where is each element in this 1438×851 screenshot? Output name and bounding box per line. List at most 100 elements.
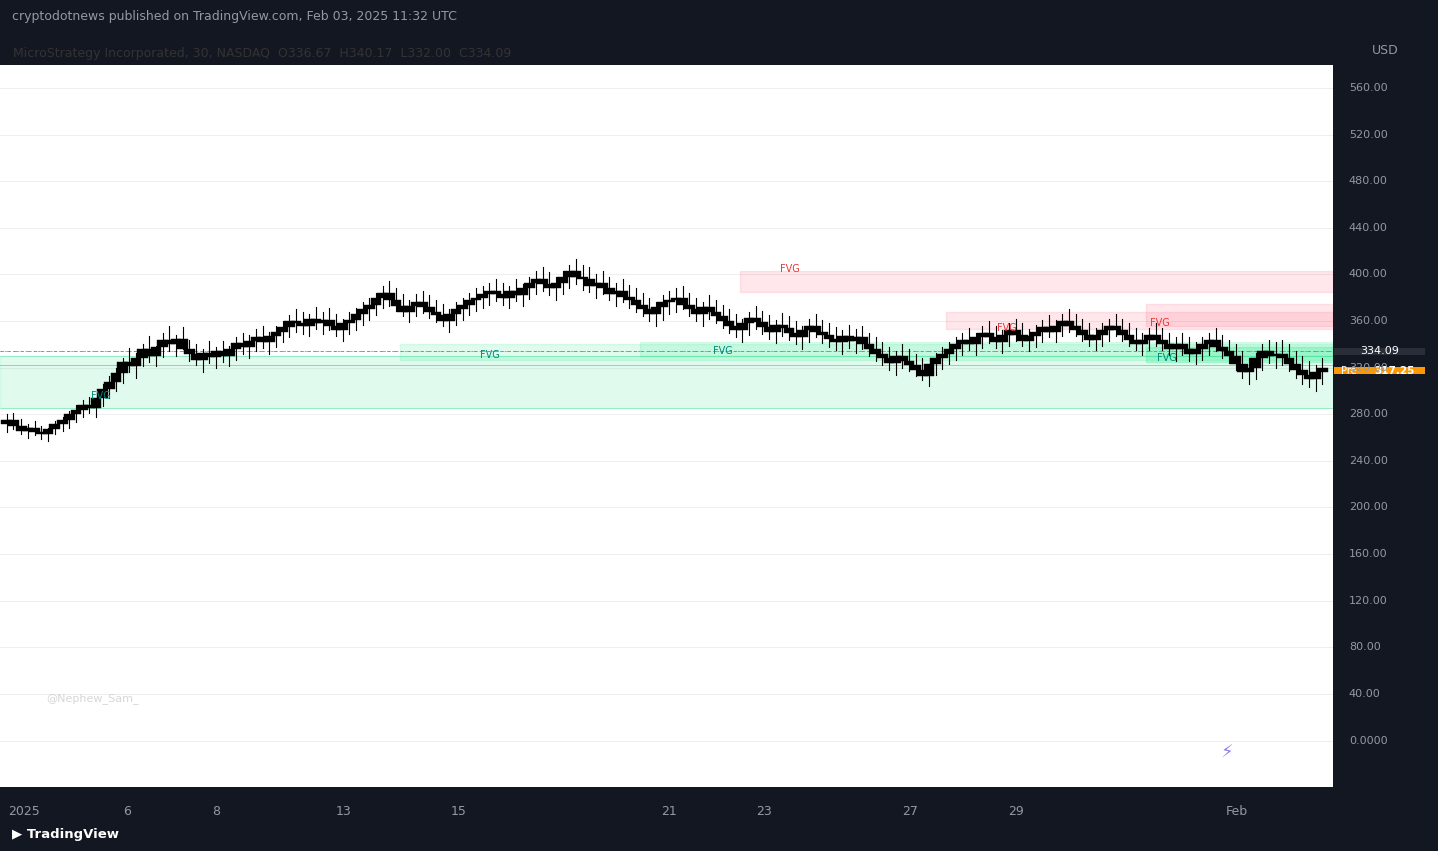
Bar bbox=[485, 291, 495, 294]
Bar bbox=[777, 324, 788, 328]
Bar bbox=[290, 321, 302, 323]
Bar bbox=[91, 398, 101, 408]
Bar bbox=[1204, 340, 1214, 345]
Text: Pre: Pre bbox=[1342, 366, 1357, 376]
Text: 21: 21 bbox=[661, 805, 677, 818]
Text: 200.00: 200.00 bbox=[1349, 502, 1388, 512]
Text: USD: USD bbox=[1372, 43, 1399, 57]
Bar bbox=[703, 307, 715, 311]
Bar bbox=[184, 349, 194, 354]
Bar bbox=[384, 293, 394, 300]
Bar bbox=[224, 349, 234, 356]
Bar bbox=[344, 320, 355, 323]
Bar bbox=[731, 326, 741, 330]
Bar bbox=[351, 314, 361, 320]
Text: FVG: FVG bbox=[1150, 318, 1171, 328]
Bar bbox=[58, 420, 68, 424]
Bar bbox=[743, 317, 755, 323]
Bar bbox=[710, 311, 722, 317]
Bar bbox=[303, 319, 315, 326]
Bar bbox=[644, 310, 654, 314]
Bar bbox=[283, 321, 295, 327]
Bar bbox=[191, 354, 201, 359]
Bar bbox=[857, 337, 867, 345]
Bar bbox=[591, 283, 601, 286]
Bar bbox=[430, 311, 441, 315]
Bar bbox=[78, 405, 88, 409]
Text: MicroStrategy Incorporated, 30, NASDAQ  O336.67  H340.17  L332.00  C334.09: MicroStrategy Incorporated, 30, NASDAQ O… bbox=[13, 47, 512, 60]
Bar bbox=[1196, 345, 1208, 349]
Text: 15: 15 bbox=[450, 805, 466, 818]
Bar bbox=[923, 364, 935, 376]
Bar bbox=[538, 279, 548, 283]
Bar bbox=[930, 358, 940, 364]
Bar bbox=[210, 351, 221, 357]
Bar bbox=[98, 389, 108, 398]
FancyBboxPatch shape bbox=[1334, 348, 1425, 355]
Bar bbox=[831, 339, 841, 342]
Bar bbox=[417, 302, 429, 307]
Text: 6: 6 bbox=[122, 805, 131, 818]
Bar bbox=[397, 306, 408, 311]
Bar bbox=[265, 336, 275, 342]
Bar bbox=[531, 279, 541, 283]
Bar bbox=[1171, 345, 1181, 349]
Text: FVG: FVG bbox=[713, 346, 733, 357]
Bar bbox=[298, 323, 308, 326]
Bar bbox=[584, 279, 594, 286]
Bar bbox=[739, 271, 1333, 292]
Bar bbox=[1277, 354, 1287, 358]
Bar bbox=[864, 345, 874, 349]
Bar bbox=[884, 358, 894, 363]
FancyBboxPatch shape bbox=[1363, 368, 1425, 374]
Bar bbox=[1050, 326, 1061, 332]
Text: 280.00: 280.00 bbox=[1349, 409, 1388, 420]
Bar bbox=[1257, 351, 1268, 358]
Bar bbox=[16, 426, 27, 431]
Bar bbox=[544, 283, 555, 288]
Text: ▶ TradingView: ▶ TradingView bbox=[12, 828, 118, 842]
Bar bbox=[278, 327, 288, 332]
Bar bbox=[751, 317, 761, 323]
Bar bbox=[391, 300, 401, 306]
Bar bbox=[49, 424, 60, 430]
Bar bbox=[650, 307, 661, 314]
Bar bbox=[870, 349, 881, 354]
Bar bbox=[1297, 370, 1307, 374]
Bar bbox=[617, 291, 628, 297]
Bar bbox=[640, 342, 1333, 356]
Bar bbox=[1031, 332, 1041, 336]
Text: 317.25: 317.25 bbox=[1375, 366, 1415, 376]
Bar bbox=[1143, 335, 1155, 340]
Bar bbox=[424, 307, 434, 311]
Text: 480.00: 480.00 bbox=[1349, 176, 1388, 186]
Bar bbox=[604, 288, 614, 294]
Bar bbox=[498, 294, 508, 298]
Text: 360.00: 360.00 bbox=[1349, 316, 1388, 326]
Bar bbox=[36, 431, 46, 434]
FancyBboxPatch shape bbox=[1334, 368, 1363, 374]
Bar bbox=[1264, 351, 1274, 356]
Bar bbox=[1044, 327, 1054, 332]
Bar bbox=[718, 317, 728, 321]
Bar bbox=[400, 345, 1333, 359]
Bar bbox=[1011, 330, 1021, 335]
Bar bbox=[1163, 345, 1175, 349]
Bar bbox=[738, 323, 748, 330]
Bar bbox=[230, 343, 242, 349]
Bar bbox=[324, 320, 335, 326]
Bar bbox=[257, 337, 267, 342]
Text: 2025: 2025 bbox=[9, 805, 40, 818]
Bar bbox=[837, 336, 848, 342]
Text: 8: 8 bbox=[211, 805, 220, 818]
Bar bbox=[1024, 336, 1034, 341]
Text: 400.00: 400.00 bbox=[1349, 270, 1388, 279]
Bar bbox=[1211, 340, 1221, 346]
Bar bbox=[791, 333, 801, 337]
Bar bbox=[577, 277, 588, 279]
Bar bbox=[611, 291, 621, 294]
Bar bbox=[1064, 321, 1074, 326]
Bar bbox=[464, 300, 475, 305]
Text: 13: 13 bbox=[336, 805, 352, 818]
Bar bbox=[637, 305, 649, 310]
